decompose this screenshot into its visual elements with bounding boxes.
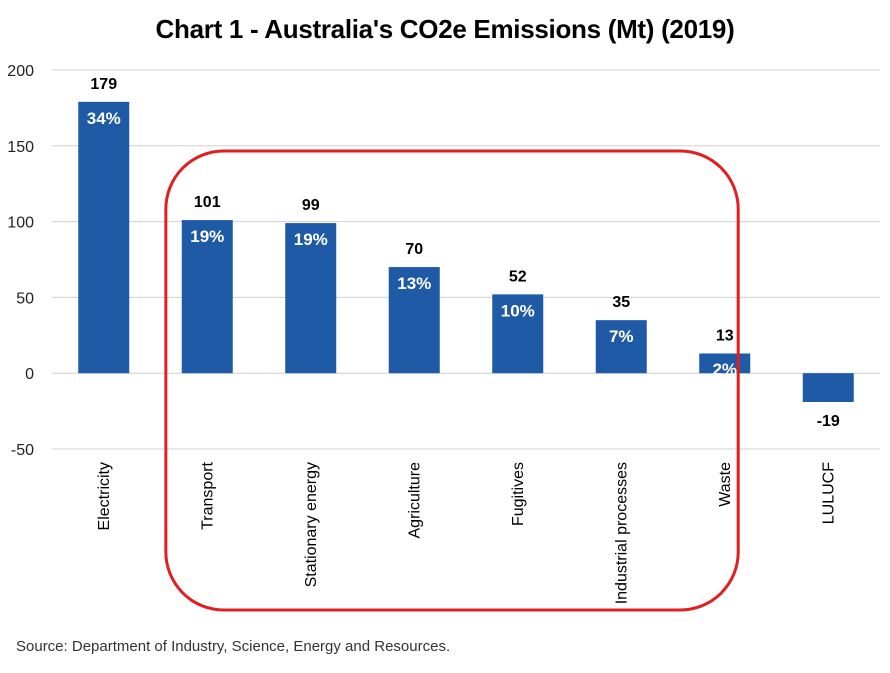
x-tick-label: Industrial processes — [613, 462, 630, 604]
percent-label: 19% — [294, 230, 328, 249]
value-label: 35 — [612, 294, 630, 311]
y-tick-label: 200 — [7, 63, 34, 80]
value-label: 70 — [405, 241, 423, 258]
x-tick-label: Transport — [199, 461, 216, 529]
y-tick-label: 50 — [16, 290, 34, 307]
percent-label: 2% — [712, 360, 737, 379]
y-tick-label: -50 — [11, 442, 34, 459]
percent-label: 34% — [87, 109, 121, 128]
percent-label: 19% — [190, 227, 224, 246]
bars — [78, 101, 854, 403]
bar-1 — [181, 220, 233, 374]
bar-3 — [388, 267, 440, 374]
bar-7 — [802, 373, 854, 403]
highlight-box — [164, 149, 740, 612]
y-tick-label: 150 — [7, 139, 34, 156]
bar-4 — [492, 294, 544, 374]
x-axis-ticks: Electricity Transport Stationary energy Agr… — [96, 461, 838, 604]
y-tick-label: 0 — [25, 366, 34, 383]
value-label: 99 — [302, 197, 320, 214]
x-tick-label: Fugitives — [510, 462, 527, 526]
bar-2 — [285, 223, 337, 374]
gridlines — [52, 69, 880, 450]
source-note: Source: Department of Industry, Science,… — [16, 638, 451, 655]
percent-label: 7% — [609, 327, 634, 346]
value-label: 13 — [716, 327, 734, 344]
percent-label: 13% — [397, 274, 431, 293]
x-tick-label: Waste — [717, 462, 734, 507]
x-tick-label: Stationary energy — [303, 462, 320, 587]
data-labels: 179 34% 101 19% 99 19% 70 13% 52 10% 35 7% 13 2% -19 — [87, 76, 840, 430]
x-tick-label: Electricity — [96, 462, 113, 530]
y-axis-ticks: 200 150 100 50 0 -50 — [7, 63, 34, 459]
value-label: 101 — [194, 194, 221, 211]
bar-0 — [78, 101, 130, 374]
value-label: 179 — [90, 76, 117, 93]
percent-label: 10% — [501, 301, 535, 320]
bar-5 — [595, 320, 647, 374]
chart-title: Chart 1 - Australia's CO2e Emissions (Mt… — [155, 14, 735, 44]
y-tick-label: 100 — [7, 215, 34, 232]
value-label: -19 — [817, 413, 840, 430]
x-tick-label: LULUCF — [820, 462, 837, 524]
x-tick-label: Agriculture — [406, 462, 423, 539]
value-label: 52 — [509, 268, 527, 285]
